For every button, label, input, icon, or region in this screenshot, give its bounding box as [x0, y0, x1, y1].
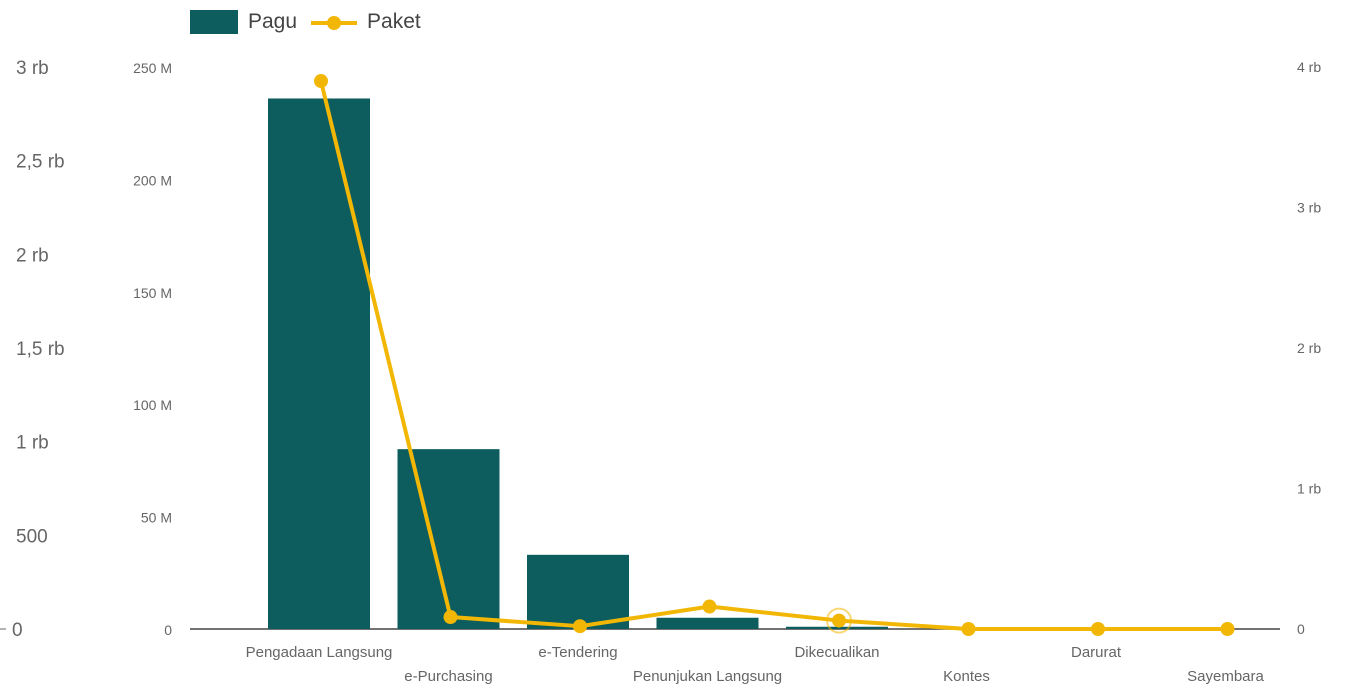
left-axis-tick-label: 2 rb — [16, 245, 49, 266]
point-paket — [443, 610, 458, 625]
point-paket — [573, 619, 587, 634]
legend-swatch-pagu — [190, 10, 238, 34]
middle-axis-tick-label: 250 M — [133, 60, 172, 76]
point-paket — [314, 74, 328, 89]
legend-item-paket[interactable]: Paket — [311, 10, 421, 34]
chart-legend: Pagu Paket — [190, 10, 421, 34]
x-axis-category-label: e-Purchasing — [404, 668, 492, 685]
legend-item-pagu[interactable]: Pagu — [190, 10, 297, 34]
x-axis-category-label: e-Tendering — [538, 644, 617, 661]
bar-pagu — [268, 98, 370, 630]
bar-pagu — [656, 617, 759, 629]
bar-pagu — [397, 449, 500, 629]
legend-label-paket: Paket — [367, 10, 421, 33]
right-axis-tick-label: 1 rb — [1297, 481, 1321, 497]
point-paket — [1220, 622, 1235, 636]
left-axis-tick-label: 0 — [12, 620, 23, 641]
right-axis-tick-label: 2 rb — [1297, 340, 1321, 356]
x-axis-category-label: Darurat — [1071, 644, 1122, 661]
x-axis-category-label: Penunjukan Langsung — [633, 668, 782, 685]
left-axis-tick-label: 2,5 rb — [16, 152, 65, 173]
point-paket — [1091, 622, 1105, 636]
x-axis-category-label: Pengadaan Langsung — [246, 644, 393, 661]
middle-axis-tick-label: 50 M — [141, 510, 172, 526]
middle-axis-tick-label: 200 M — [133, 172, 172, 188]
middle-axis-tick-label: 150 M — [133, 285, 172, 301]
middle-axis-tick-label: 0 — [164, 622, 172, 638]
right-axis-tick-label: 3 rb — [1297, 200, 1321, 216]
right-axis-tick-label: 4 rb — [1297, 59, 1321, 75]
left-axis-tick-label: 3 rb — [16, 58, 49, 79]
x-axis-category-label: Dikecualikan — [794, 644, 879, 661]
left-axis-tick-label: 1 rb — [16, 433, 49, 454]
left-axis-tick-label: 1,5 rb — [16, 339, 65, 360]
legend-label-pagu: Pagu — [248, 10, 298, 33]
point-paket-highlight-ring — [826, 607, 852, 634]
point-paket — [961, 622, 976, 636]
bar-pagu — [527, 554, 629, 629]
right-axis-tick-label: 0 — [1297, 621, 1305, 637]
x-axis-category-label: Sayembara — [1187, 668, 1264, 685]
line-paket — [319, 80, 1228, 631]
legend-swatch-paket — [311, 10, 358, 34]
middle-axis-tick-label: 100 M — [133, 397, 172, 413]
bar-pagu — [786, 626, 888, 629]
x-axis-category-label: Kontes — [943, 668, 990, 685]
point-paket — [832, 613, 846, 628]
left-axis-tick-label: 500 — [16, 526, 48, 547]
point-paket — [702, 599, 717, 614]
